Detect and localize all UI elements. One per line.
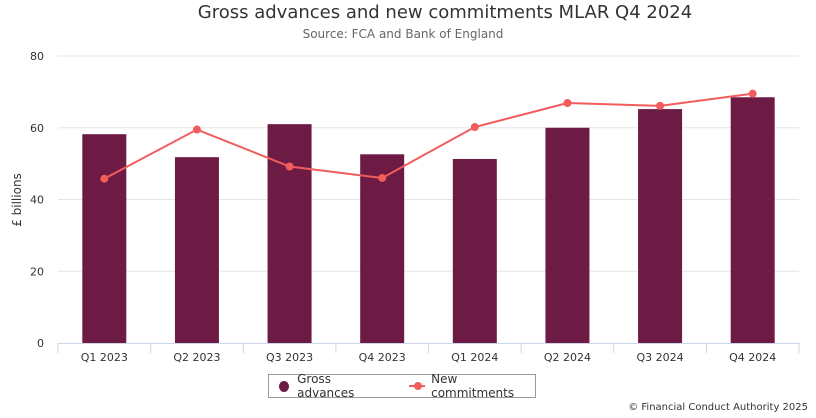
x-tick-label: Q2 2024 — [544, 351, 591, 364]
y-axis-ticks: 0 20 40 60 80 — [30, 50, 44, 350]
x-axis: Q1 2023 Q2 2023 Q3 2023 Q4 2023 Q1 2024 Q2 20… — [57, 343, 800, 364]
point-new-commitments[interactable] — [100, 174, 109, 183]
bar-swatch-icon — [279, 380, 290, 392]
gridlines — [58, 55, 799, 272]
legend-label: New commitments — [431, 372, 515, 400]
point-new-commitments[interactable] — [563, 98, 572, 107]
chart-title: Gross advances and new commitments MLAR … — [197, 2, 693, 23]
line-new-commitments — [103, 92, 753, 180]
point-new-commitments[interactable] — [748, 89, 757, 98]
y-tick-label: 60 — [30, 122, 44, 135]
chart-subtitle: Source: FCA and Bank of England — [302, 27, 504, 41]
bar-gross-advances[interactable] — [452, 158, 497, 343]
bar-gross-advances[interactable] — [267, 124, 312, 343]
line-marker-icon — [408, 382, 426, 390]
x-tick-label: Q2 2023 — [173, 351, 220, 364]
bar-series — [82, 97, 775, 343]
line-series — [100, 89, 757, 183]
legend-label: Gross advances — [297, 372, 355, 400]
bar-gross-advances[interactable] — [82, 134, 127, 343]
copyright-credit[interactable]: © Financial Conduct Authority 2025 — [628, 402, 808, 413]
point-new-commitments[interactable] — [470, 123, 479, 132]
point-new-commitments[interactable] — [285, 162, 294, 171]
legend: Gross advances New commitments — [268, 372, 536, 400]
bar-gross-advances[interactable] — [638, 109, 683, 343]
bar-gross-advances[interactable] — [545, 127, 590, 343]
y-tick-label: 0 — [37, 337, 44, 350]
x-tick-label: Q1 2024 — [451, 351, 498, 364]
bar-gross-advances[interactable] — [174, 157, 219, 343]
x-tick-label: Q3 2024 — [636, 351, 683, 364]
y-tick-label: 20 — [30, 265, 44, 278]
point-new-commitments[interactable] — [192, 125, 201, 134]
x-tick-label: Q4 2024 — [729, 351, 776, 364]
legend-item-gross-advances[interactable]: Gross advances — [279, 372, 385, 400]
legend-item-new-commitments[interactable]: New commitments — [403, 372, 535, 400]
bar-gross-advances[interactable] — [730, 97, 775, 343]
y-axis-label: £ billions — [10, 173, 24, 227]
point-new-commitments[interactable] — [656, 101, 665, 110]
bar-gross-advances[interactable] — [360, 154, 405, 343]
x-tick-label: Q1 2023 — [81, 351, 128, 364]
point-new-commitments[interactable] — [378, 173, 387, 182]
x-tick-label: Q3 2023 — [266, 351, 313, 364]
y-tick-label: 80 — [30, 50, 44, 63]
x-tick-label: Q4 2023 — [359, 351, 406, 364]
y-tick-label: 40 — [30, 194, 44, 207]
